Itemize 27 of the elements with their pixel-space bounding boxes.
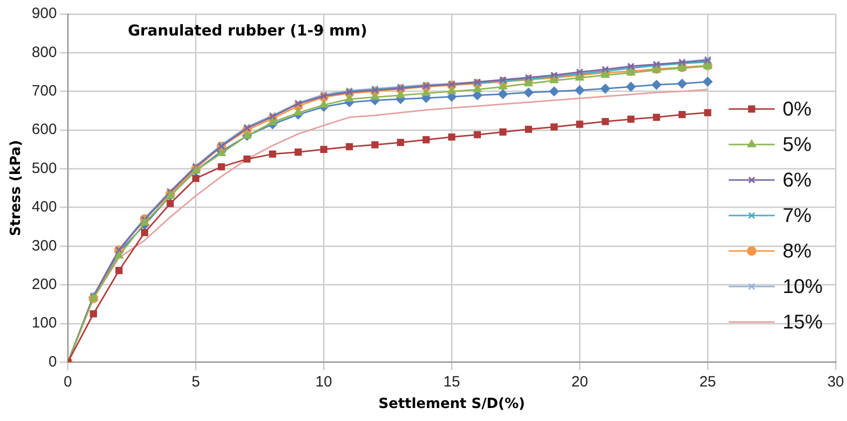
y-axis-title: Stress (kPa) [8,140,24,236]
legend-label: 5% [782,134,812,156]
x-axis-title: Settlement S/D(%) [378,396,525,412]
legend-label: 8% [782,240,812,263]
y-tick-label: 900 [32,5,57,22]
x-tick-label: 30 [827,373,844,390]
y-tick-label: 500 [32,160,57,177]
legend-label: 0% [782,98,812,121]
x-tick-label: 15 [443,373,460,390]
y-tick-label: 200 [32,276,57,293]
x-tick-label: 0 [64,373,72,390]
x-tick-label: 25 [699,373,716,390]
x-tick-label: 10 [315,373,332,390]
legend-label: 10% [782,276,823,298]
y-tick-label: 700 [32,82,57,100]
y-tick-label: 100 [32,314,57,332]
x-tick-label: 20 [571,373,588,390]
y-tick-label: 800 [32,44,57,61]
y-tick-label: 400 [32,198,57,216]
x-tick-label: 5 [192,373,200,390]
y-tick-label: 0 [48,353,57,370]
legend-label: 15% [782,312,823,334]
legend-label: 6% [782,170,812,192]
legend-label: 7% [782,205,812,228]
y-tick-label: 300 [32,237,57,254]
y-tick-label: 600 [32,121,57,138]
text: Granulated rubber (1-9 mm) [128,21,368,40]
